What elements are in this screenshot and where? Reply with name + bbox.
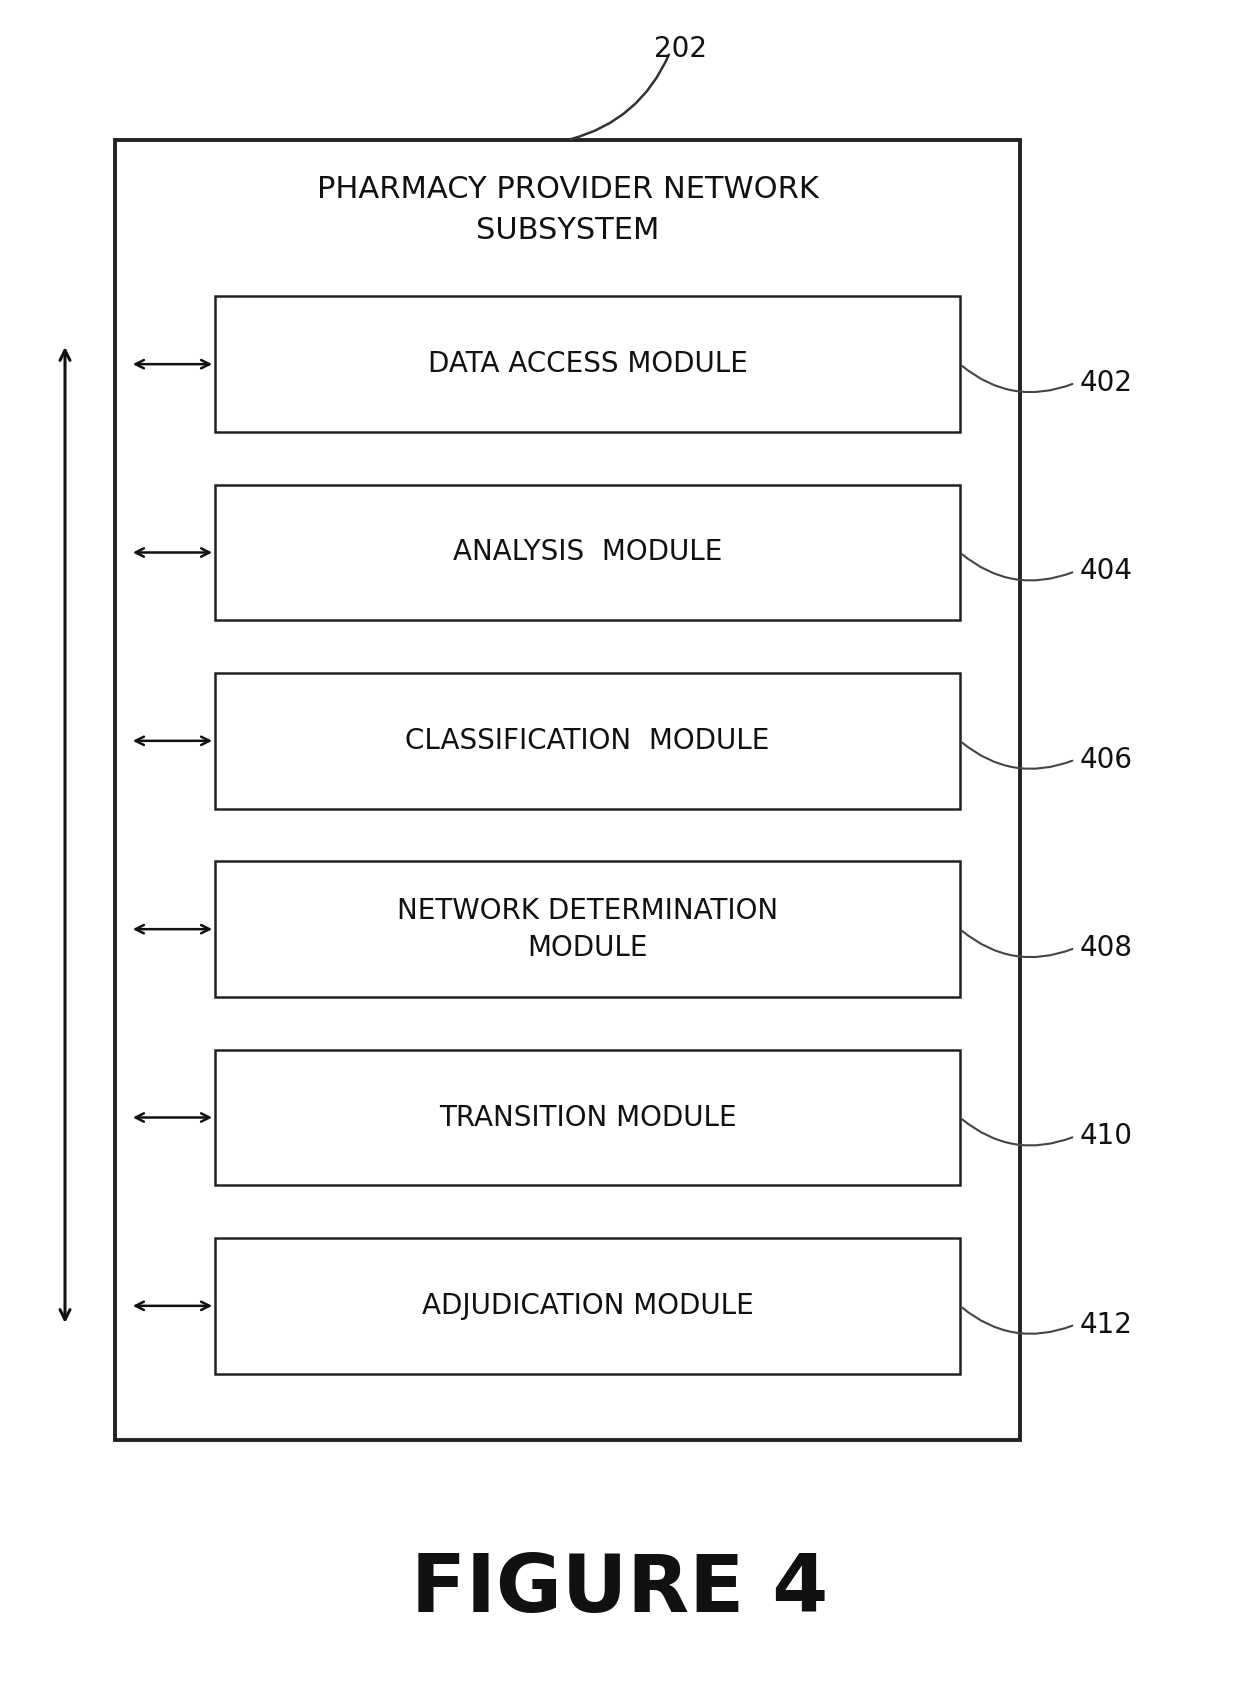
Bar xyxy=(215,862,960,996)
Text: 406: 406 xyxy=(1080,746,1133,774)
Text: 404: 404 xyxy=(1080,558,1133,585)
Text: TRANSITION MODULE: TRANSITION MODULE xyxy=(439,1103,737,1132)
Text: PHARMACY PROVIDER NETWORK
SUBSYSTEM: PHARMACY PROVIDER NETWORK SUBSYSTEM xyxy=(316,175,818,245)
Bar xyxy=(215,673,960,809)
Text: ANALYSIS  MODULE: ANALYSIS MODULE xyxy=(453,539,722,566)
Text: 402: 402 xyxy=(1080,369,1133,398)
Text: 410: 410 xyxy=(1080,1122,1133,1151)
Bar xyxy=(215,1049,960,1185)
Bar xyxy=(215,296,960,432)
Text: FIGURE 4: FIGURE 4 xyxy=(412,1550,828,1629)
Bar xyxy=(215,484,960,620)
Text: 412: 412 xyxy=(1080,1311,1133,1338)
Text: DATA ACCESS MODULE: DATA ACCESS MODULE xyxy=(428,350,748,377)
Text: CLASSIFICATION  MODULE: CLASSIFICATION MODULE xyxy=(405,728,770,755)
Text: 202: 202 xyxy=(653,36,707,63)
Bar xyxy=(115,139,1021,1440)
Text: ADJUDICATION MODULE: ADJUDICATION MODULE xyxy=(422,1292,754,1319)
Text: 408: 408 xyxy=(1080,933,1133,962)
Text: NETWORK DETERMINATION
MODULE: NETWORK DETERMINATION MODULE xyxy=(397,898,777,962)
Bar xyxy=(215,1238,960,1374)
